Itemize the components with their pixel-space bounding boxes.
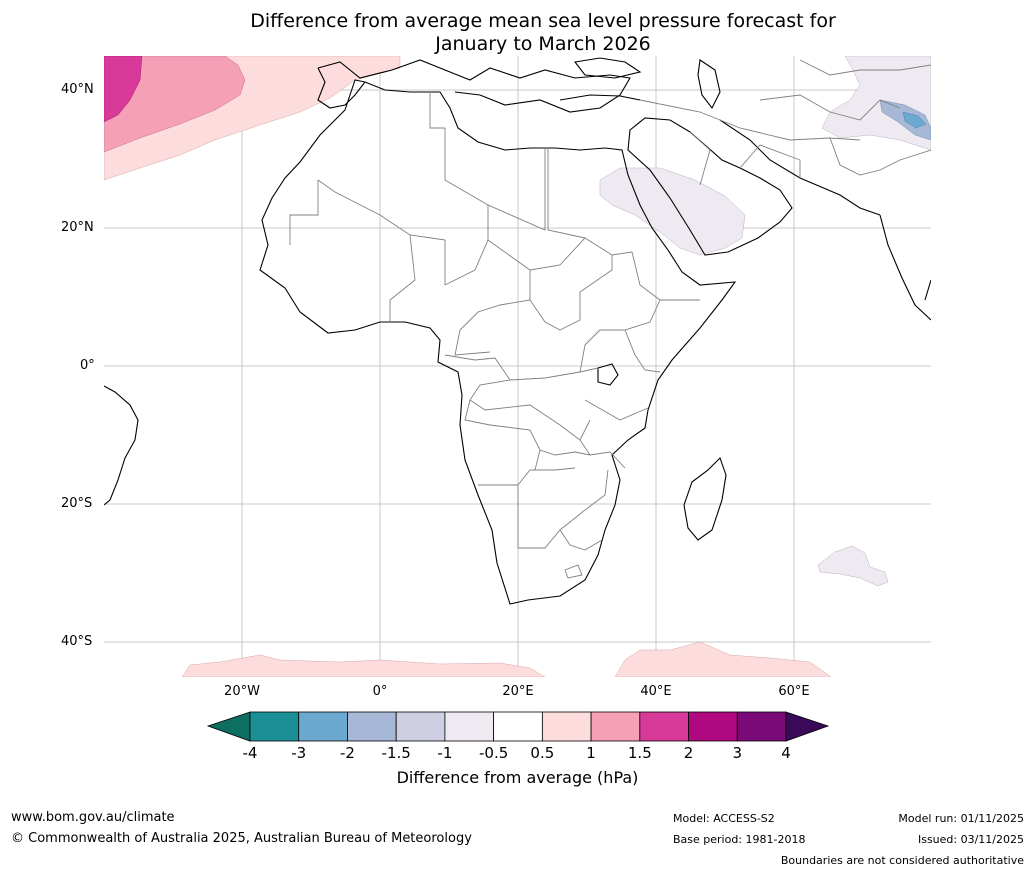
colorbar-cell: [249, 711, 300, 742]
border-lines-central-africa: [444, 299, 661, 469]
border-lines-middle-east-asia: [639, 59, 931, 186]
colorbar-tick-label: 3: [732, 744, 743, 762]
colorbar-cell: [347, 711, 397, 742]
colorbar-over-triangle: [785, 711, 830, 742]
border-lines-southern-africa: [478, 449, 609, 579]
lon-label-40e: 40°E: [640, 684, 672, 699]
coastline-arabia: [627, 117, 793, 256]
coastline-caspian: [697, 59, 721, 110]
coastline-europe: [317, 59, 631, 113]
footer-copyright: © Commonwealth of Australia 2025, Austra…: [11, 831, 472, 846]
coastline-iberia: [317, 67, 366, 109]
colorbar-tick-label: 1.5: [627, 744, 652, 762]
coastline-south-america: [104, 385, 139, 506]
lat-label-20n: 20°N: [61, 220, 94, 235]
anomaly-positive-1-5-north-atlantic: [104, 56, 143, 123]
anomaly-negative-central-asia-peak: [902, 111, 927, 129]
lon-label-20e: 20°E: [502, 684, 534, 699]
colorbar-cell: [736, 711, 787, 742]
anomaly-negative-indian-ocean: [817, 545, 889, 587]
lon-label-0: 0°: [372, 684, 388, 699]
graticule: [104, 56, 931, 677]
colorbar-cell: [395, 711, 446, 742]
colorbar-label: Difference from average (hPa): [396, 768, 639, 787]
colorbar-cell: [541, 711, 592, 742]
colorbar-cell: [493, 711, 543, 742]
lat-label-20s: 20°S: [61, 496, 93, 511]
colorbar-cell: [639, 711, 689, 742]
coastline-anatolia: [559, 94, 641, 101]
colorbar-cell: [688, 711, 738, 742]
lon-label-20w: 20°W: [224, 684, 260, 699]
footer-model: Model: ACCESS-S2: [673, 812, 775, 825]
colorbar-cell: [444, 711, 495, 742]
country-borders: [289, 59, 931, 579]
coastlines: [104, 57, 931, 605]
anomaly-positive-southern-ocean-east: [614, 641, 832, 677]
colorbar-tick-label: 2: [683, 744, 694, 762]
coastline-lake-victoria: [597, 363, 619, 386]
footer-issued: Issued: 03/11/2025: [917, 833, 1024, 846]
lat-label-40s: 40°S: [61, 634, 93, 649]
coastline-india: [879, 214, 931, 321]
colorbar-tick-label: 1: [586, 744, 596, 762]
map-area: [104, 56, 931, 677]
colorbar-cells: [249, 711, 787, 742]
colorbar-tick-label: -0.5: [478, 744, 509, 762]
footer-base-period: Base period: 1981-2018: [673, 833, 806, 846]
title-line-2: January to March 2026: [435, 33, 651, 55]
colorbar-cell: [590, 711, 641, 742]
colorbar-tick-label: 4: [781, 744, 791, 762]
border-lines-north-africa: [289, 92, 700, 356]
colorbar-tick-label: -2: [339, 744, 355, 762]
coastline-africa: [259, 79, 737, 605]
anomaly-positive-southern-ocean-west: [181, 654, 546, 677]
footer-disclaimer: Boundaries are not considered authoritat…: [780, 854, 1024, 867]
title-line-1: Difference from average mean sea level p…: [250, 10, 836, 32]
footer-website[interactable]: www.bom.gov.au/climate: [11, 810, 175, 825]
colorbar-tick-label: 0.5: [530, 744, 555, 762]
lon-label-60e: 60°E: [778, 684, 810, 699]
footer-model-run: Model run: 01/11/2025: [898, 812, 1024, 825]
lat-label-40n: 40°N: [61, 82, 94, 97]
colorbar-cell: [298, 711, 348, 742]
coastline-madagascar: [683, 456, 727, 541]
lat-label-equator: 0°: [80, 358, 95, 373]
colorbar-tick-label: -3: [291, 744, 307, 762]
colorbar-tick-label: -1.5: [381, 744, 411, 762]
colorbar-tick-label: -4: [242, 744, 258, 762]
colorbar-under-triangle: [206, 711, 251, 742]
coastline-black-sea: [574, 57, 642, 79]
map-title: Difference from average mean sea level p…: [0, 10, 1035, 56]
anomaly-negative-arabia: [599, 167, 746, 256]
colorbar: [206, 711, 830, 742]
colorbar-tick-label: -1: [437, 744, 453, 762]
